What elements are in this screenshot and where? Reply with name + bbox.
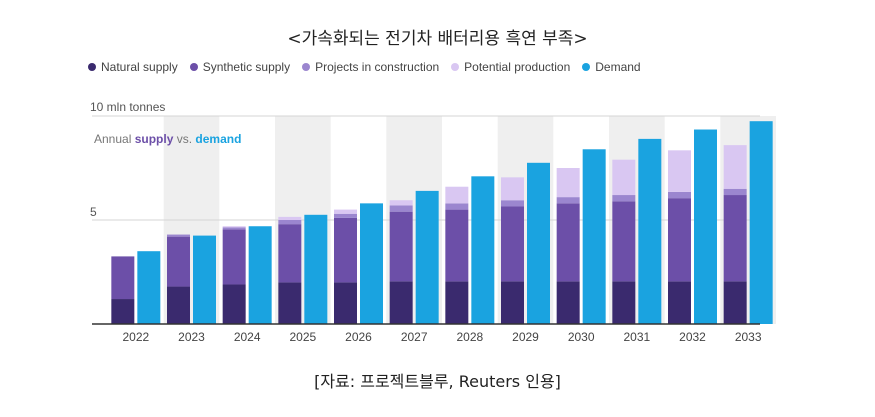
chart-title: <가속화되는 전기차 배터리용 흑연 부족>	[287, 29, 588, 49]
bar-potential-production	[278, 216, 302, 220]
bar-projects-in-construction	[222, 227, 246, 230]
legend-label: Demand	[595, 60, 641, 74]
bar-natural-supply	[556, 281, 580, 324]
legend-label: Potential production	[464, 60, 571, 74]
bar-natural-supply	[111, 299, 135, 324]
legend-swatch	[302, 63, 311, 71]
x-tick-label: 2031	[623, 330, 650, 344]
x-tick-label: 2028	[456, 330, 483, 344]
x-tick-label: 2033	[735, 330, 762, 344]
bar-synthetic-supply	[668, 198, 691, 282]
bar-demand	[193, 235, 216, 324]
bar-potential-production	[222, 226, 246, 228]
bar-demand	[415, 190, 439, 324]
bar-natural-supply	[445, 281, 469, 324]
bar-potential-production	[668, 150, 691, 192]
x-tick-label: 2023	[178, 330, 205, 344]
bar-demand	[248, 226, 272, 324]
chart-legend: Natural supply Synthetic supply Projects i…	[88, 60, 653, 74]
bar-potential-production	[612, 159, 636, 196]
bar-synthetic-supply	[222, 229, 246, 285]
x-tick-label: 2024	[234, 330, 261, 344]
bar-potential-production	[445, 186, 469, 204]
legend-swatch	[451, 63, 460, 71]
bar-projects-in-construction	[501, 200, 524, 207]
chart-subtitle: Annual supply vs. demand	[94, 132, 241, 146]
bar-natural-supply	[278, 282, 302, 324]
x-tick-label: 2030	[568, 330, 595, 344]
bar-synthetic-supply	[111, 256, 135, 300]
bar-synthetic-supply	[723, 195, 747, 282]
legend-item: Natural supply	[88, 60, 178, 74]
legend-swatch	[582, 63, 591, 71]
legend-swatch	[189, 63, 198, 71]
bar-natural-supply	[501, 281, 524, 324]
bar-synthetic-supply	[389, 211, 413, 282]
bar-demand	[638, 138, 662, 324]
legend-item: Synthetic supply	[189, 60, 291, 74]
x-tick-label: 2027	[401, 330, 428, 344]
legend-item: Demand	[582, 60, 641, 74]
bar-synthetic-supply	[334, 217, 357, 283]
bar-demand	[137, 251, 161, 324]
bar-projects-in-construction	[445, 203, 469, 210]
y-axis-label: 10 mln tonnes	[90, 100, 165, 114]
bar-projects-in-construction	[334, 213, 357, 218]
bar-potential-production	[334, 209, 357, 214]
legend-label: Natural supply	[101, 60, 178, 74]
bar-natural-supply	[668, 281, 691, 324]
legend-item: Potential production	[451, 60, 570, 74]
x-tick-label: 2026	[345, 330, 372, 344]
bar-synthetic-supply	[167, 236, 190, 287]
bar-demand	[304, 214, 328, 324]
legend-swatch	[88, 63, 96, 71]
legend-item: Projects in construction	[302, 60, 439, 74]
bar-natural-supply	[723, 281, 747, 324]
bar-synthetic-supply	[278, 224, 302, 283]
legend-label: Projects in construction	[315, 60, 440, 74]
x-tick-label: 2022	[122, 330, 149, 344]
bar-natural-supply	[222, 284, 246, 324]
bar-demand	[582, 149, 606, 324]
bar-projects-in-construction	[278, 220, 302, 225]
x-tick-label: 2025	[289, 330, 316, 344]
bar-synthetic-supply	[612, 201, 636, 282]
bar-demand	[527, 162, 550, 324]
bar-demand	[471, 176, 495, 324]
bar-demand	[749, 121, 773, 324]
bar-potential-production	[501, 177, 524, 201]
bar-synthetic-supply	[556, 203, 580, 282]
bar-chart: 5 10 mln tonnes Annual supply vs. demand 20…	[90, 100, 776, 344]
source-note: [자료: 프로젝트블루, Reuters 인용]	[314, 372, 561, 391]
bar-synthetic-supply	[501, 206, 524, 282]
x-tick-label: 2032	[679, 330, 706, 344]
bar-potential-production	[389, 200, 413, 206]
bar-synthetic-supply	[445, 209, 469, 282]
bar-projects-in-construction	[389, 205, 413, 212]
bar-natural-supply	[334, 282, 357, 324]
bar-potential-production	[556, 168, 580, 198]
bar-projects-in-construction	[167, 234, 190, 237]
bar-demand	[360, 203, 383, 324]
bar-demand	[694, 129, 717, 324]
bar-projects-in-construction	[612, 195, 636, 202]
bar-projects-in-construction	[668, 191, 691, 199]
bar-natural-supply	[389, 281, 413, 324]
legend-label: Synthetic supply	[202, 60, 291, 74]
y-tick-label: 5	[90, 205, 97, 219]
x-tick-label: 2029	[512, 330, 539, 344]
bar-natural-supply	[167, 286, 190, 324]
bar-projects-in-construction	[723, 188, 747, 196]
bar-potential-production	[723, 145, 747, 189]
bar-natural-supply	[612, 281, 636, 324]
bar-projects-in-construction	[556, 197, 580, 204]
